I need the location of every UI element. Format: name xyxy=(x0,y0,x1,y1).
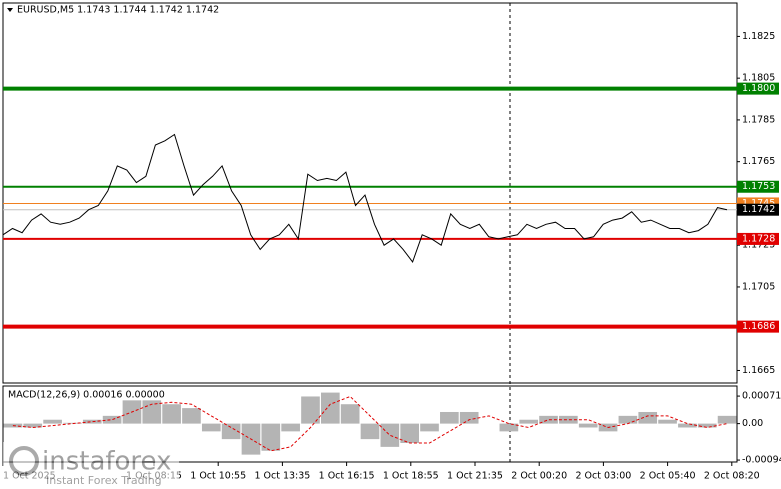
level-label-bg xyxy=(737,180,779,193)
macd-bar xyxy=(201,423,221,432)
y-tick-label: 1.1825 xyxy=(742,31,775,42)
macd-bar xyxy=(697,423,717,428)
level-label-bg xyxy=(737,232,779,245)
macd-bar xyxy=(618,415,638,424)
macd-bar xyxy=(440,411,459,424)
macd-bar xyxy=(43,419,62,424)
macd-bar xyxy=(63,422,82,424)
x-tick-label: 2 Oct 08:20 xyxy=(704,471,760,482)
macd-bar xyxy=(578,423,598,428)
macd-bar xyxy=(162,404,181,424)
macd-bar xyxy=(519,419,539,424)
macd-bar xyxy=(261,423,281,451)
x-tick-label: 2 Oct 03:00 xyxy=(575,471,631,482)
x-tick-label: 2 Oct 00:20 xyxy=(511,471,567,482)
price-line xyxy=(2,133,728,263)
macd-bar xyxy=(301,396,320,424)
x-tick-label: 1 Oct 10:55 xyxy=(190,471,246,482)
macd-bar xyxy=(539,415,558,424)
watermark: instaforex Instant Forex Trading xyxy=(3,442,179,489)
macd-bar xyxy=(559,415,578,424)
price-panel-frame xyxy=(2,2,738,384)
y-tick-label: 0.00071 xyxy=(742,391,781,402)
macd-bar xyxy=(82,419,102,424)
macd-bar xyxy=(182,408,201,424)
level-label: 1.1686 xyxy=(742,321,775,332)
watermark-tagline: Instant Forex Trading xyxy=(46,474,162,487)
x-tick-label: 1 Oct 21:35 xyxy=(447,471,503,482)
macd-bar xyxy=(102,415,122,424)
macd-title: MACD(12,26,9) 0.00016 0.00000 xyxy=(8,390,165,401)
macd-bar xyxy=(23,423,43,428)
level-label-bg xyxy=(737,82,779,95)
watermark-brand: instaforex xyxy=(42,447,171,477)
macd-bar xyxy=(380,423,400,447)
macd-bar xyxy=(499,423,519,432)
level-label: 1.1745 xyxy=(742,198,775,209)
y-tick-label: 1.1705 xyxy=(742,281,775,292)
macd-bar xyxy=(340,404,360,424)
macd-bar xyxy=(221,423,241,440)
level-label-bg xyxy=(737,320,779,333)
macd-bar xyxy=(678,423,697,428)
level-label: 1.1728 xyxy=(742,233,775,244)
macd-bar xyxy=(321,392,340,424)
level-label: 1.1800 xyxy=(742,83,775,94)
watermark-icon xyxy=(9,446,39,476)
level-label-bg xyxy=(737,203,779,216)
macd-bar xyxy=(420,423,439,432)
y-tick-label: -0.00094 xyxy=(742,455,781,466)
level-label: 1.1753 xyxy=(742,181,775,192)
macd-bar xyxy=(459,411,479,424)
x-tick-label: 1 Oct 16:15 xyxy=(319,471,375,482)
menu-arrow xyxy=(7,8,13,12)
y-tick-label: 0.00 xyxy=(742,418,763,429)
macd-bar xyxy=(360,423,380,440)
plot: 1.1825 1.1805 1.1785 1.1765 1.1725 1.1705 1.16… xyxy=(2,31,781,482)
macd-bar xyxy=(281,423,300,432)
x-tick-label: 1 Oct 13:35 xyxy=(254,471,310,482)
macd-bar xyxy=(638,411,658,424)
macd-bar xyxy=(717,415,737,424)
y-tick-label: 1.1805 xyxy=(742,73,775,84)
y-tick-label: 1.1725 xyxy=(742,240,775,251)
y-tick-label: 1.1765 xyxy=(742,156,775,167)
level-label: 1.1742 xyxy=(742,204,775,215)
macd-bar xyxy=(658,419,677,424)
x-tick-label: 2 Oct 05:40 xyxy=(640,471,696,482)
x-tick-label: 1 Oct 18:55 xyxy=(383,471,439,482)
chart-title: EURUSD,M5 1.1743 1.1744 1.1742 1.1742 xyxy=(17,5,219,16)
y-tick-label: 1.1785 xyxy=(742,114,775,125)
y-tick-label: 1.1665 xyxy=(742,365,775,376)
macd-bar xyxy=(400,423,419,443)
signal-line xyxy=(12,395,728,452)
